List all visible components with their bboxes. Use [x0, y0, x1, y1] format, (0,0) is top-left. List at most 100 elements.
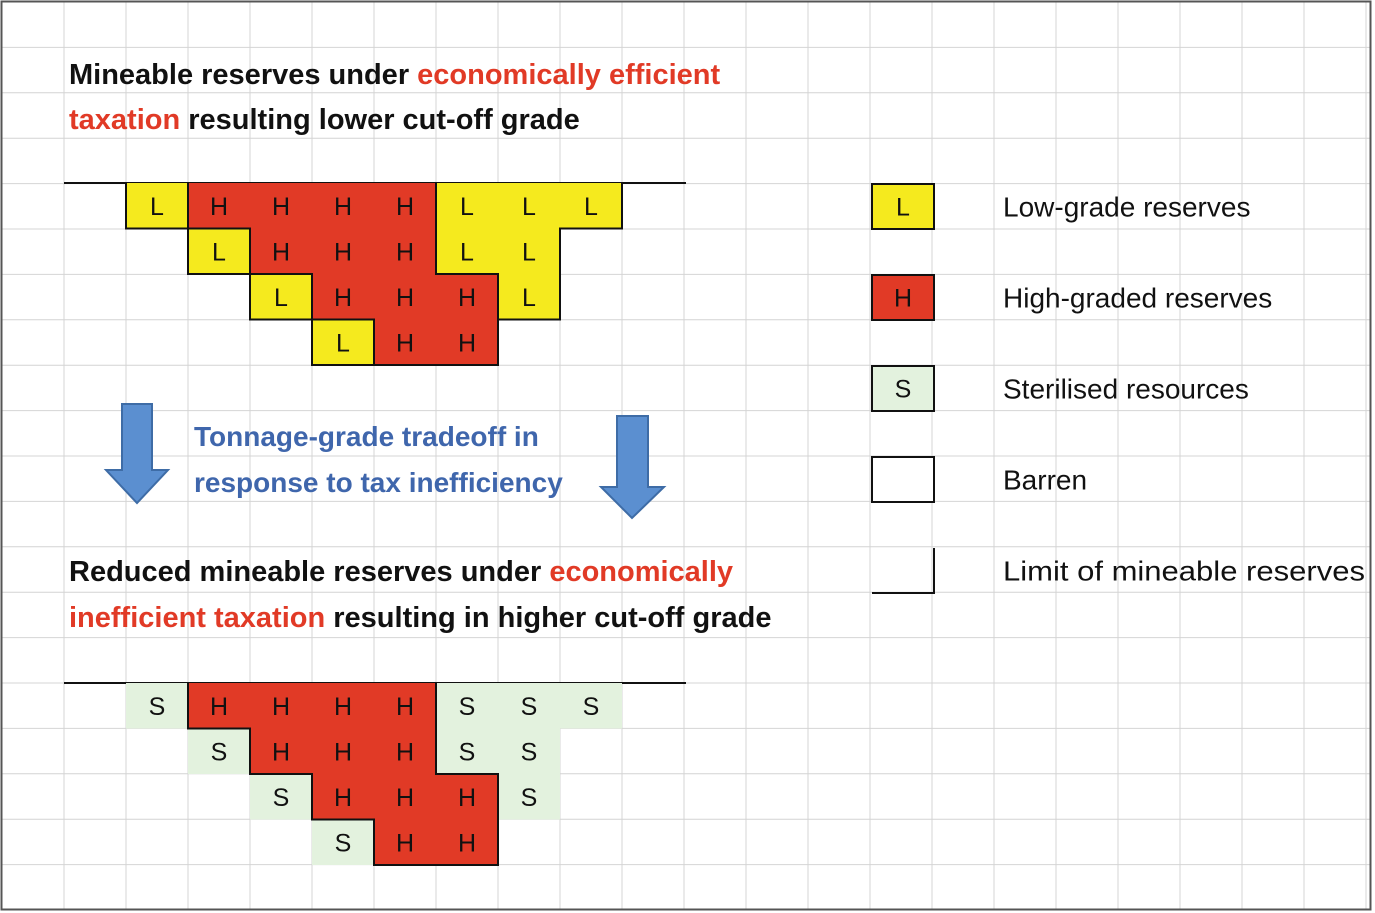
sterilised-cell-label: S [521, 784, 538, 812]
high-grade-cell [374, 819, 436, 865]
heading-run: Reduced mineable reserves under [69, 556, 549, 588]
high-grade-cell [374, 683, 436, 729]
legend-item-limit: Limit of mineable reserves [872, 548, 1365, 594]
sterilised-cell-label: S [459, 693, 476, 721]
sterilised-cell [436, 683, 498, 729]
bottom-heading-line1: Reduced mineable reserves under economic… [69, 556, 733, 588]
high-grade-cell [188, 683, 250, 729]
high-grade-cell [436, 819, 498, 865]
sterilised-cell-label: S [521, 693, 538, 721]
high-grade-cell-label: H [458, 784, 476, 812]
low-grade-cell [312, 319, 374, 365]
high-grade-cell-label: H [210, 693, 228, 721]
high-grade-cell-label: H [396, 784, 414, 812]
high-grade-cell-label: H [458, 329, 476, 357]
high-grade-cell [436, 774, 498, 820]
top-heading: Mineable reserves under economically eff… [69, 59, 728, 136]
low-swatch-symbol: L [896, 194, 910, 222]
legend-item-sterilised: S Sterilised resources [871, 365, 1249, 412]
inefficient-tax-reserves-block: S H H H H S S SS H H H S SS H H H SS H H [64, 682, 686, 866]
low-grade-cell-label: L [336, 329, 350, 357]
high-grade-cell-label: H [396, 284, 414, 312]
top-heading-line2: taxation resulting lower cut-off grade [69, 104, 580, 136]
low-grade-cell [188, 228, 250, 274]
high-grade-cell-label: H [334, 238, 352, 266]
sterilised-cell-label: S [273, 784, 290, 812]
sterilised-swatch [871, 365, 935, 412]
sterilised-cell [188, 728, 250, 774]
bottom-heading: Reduced mineable reserves under economic… [69, 556, 772, 634]
legend-item-barren: Barren [871, 456, 1087, 503]
low-grade-cell-label: L [150, 193, 164, 221]
high-grade-cell [436, 319, 498, 365]
low-grade-cell [126, 183, 188, 229]
legend: L Low-grade reserves H High-graded reserves… [871, 183, 1365, 594]
low-grade-cell-label: L [460, 238, 474, 266]
high-grade-cell-label: H [334, 693, 352, 721]
high-grade-cell-label: H [458, 829, 476, 857]
high-grade-cell-label: H [396, 238, 414, 266]
low-swatch [871, 183, 935, 230]
high-grade-cell-label: H [334, 284, 352, 312]
tradeoff-line2: response to tax inefficiency [194, 467, 563, 498]
heading-run: Mineable reserves under [69, 59, 417, 91]
sterilised-cell [498, 774, 560, 820]
high-grade-cell-label: H [272, 238, 290, 266]
sterilised-cell-label: S [149, 693, 166, 721]
high-grade-cell-label: H [334, 738, 352, 766]
high-grade-cell-label: H [210, 193, 228, 221]
high-swatch [871, 274, 935, 321]
sterilised-cell [498, 683, 560, 729]
high-grade-cell-label: H [396, 193, 414, 221]
low-grade-cell-label: L [274, 284, 288, 312]
high-grade-cell-label: H [334, 193, 352, 221]
heading-run: resulting lower cut-off grade [180, 104, 580, 136]
low-grade-cell-label: L [522, 284, 536, 312]
high-grade-cell [250, 728, 312, 774]
low-grade-cell-label: L [522, 193, 536, 221]
high-swatch-symbol: H [894, 285, 912, 313]
tradeoff-text: Tonnage-grade tradeoff in response to ta… [194, 421, 563, 498]
high-grade-cell-label: H [272, 693, 290, 721]
high-grade-cell [250, 183, 312, 229]
high-grade-cell [188, 183, 250, 229]
barren-swatch [871, 456, 935, 503]
low-grade-cell [498, 183, 560, 229]
high-grade-cell-label: H [458, 284, 476, 312]
high-grade-cell [374, 728, 436, 774]
left-down-arrow-icon [103, 403, 171, 505]
sterilised-cell-label: S [521, 738, 538, 766]
low-grade-cell [250, 274, 312, 320]
heading-run: resulting in higher cut-off grade [325, 602, 771, 634]
sterilised-legend-label: Sterilised resources [1003, 374, 1249, 405]
limit-legend-label: Limit of mineable reserves [1003, 556, 1365, 587]
sterilised-cell-label: S [583, 693, 600, 721]
high-grade-cell [312, 683, 374, 729]
low-legend-label: Low-grade reserves [1003, 192, 1250, 223]
sterilised-cell [498, 728, 560, 774]
sterilised-swatch-symbol: S [895, 376, 912, 404]
low-grade-cell-label: L [212, 238, 226, 266]
sterilised-cell [436, 728, 498, 774]
limit-symbol [872, 548, 935, 594]
right-down-arrow-icon [598, 415, 667, 520]
high-grade-cell [374, 774, 436, 820]
heading-run: inefficient taxation [69, 602, 325, 634]
high-grade-cell [312, 183, 374, 229]
high-grade-cell [374, 183, 436, 229]
high-grade-cell-label: H [272, 738, 290, 766]
high-grade-cell-label: H [396, 738, 414, 766]
sterilised-cell [126, 683, 188, 729]
high-grade-cell-label: H [272, 193, 290, 221]
sterilised-cell-label: S [459, 738, 476, 766]
barren-legend-label: Barren [1003, 465, 1087, 496]
high-grade-cell [436, 274, 498, 320]
high-grade-cell [312, 228, 374, 274]
efficient-tax-reserves-block: L H H H H L L LL H H H L LL H H H LL H H [64, 182, 686, 366]
low-grade-cell [498, 228, 560, 274]
high-grade-cell [312, 774, 374, 820]
heading-run: economically [549, 556, 733, 588]
high-grade-cell [250, 683, 312, 729]
